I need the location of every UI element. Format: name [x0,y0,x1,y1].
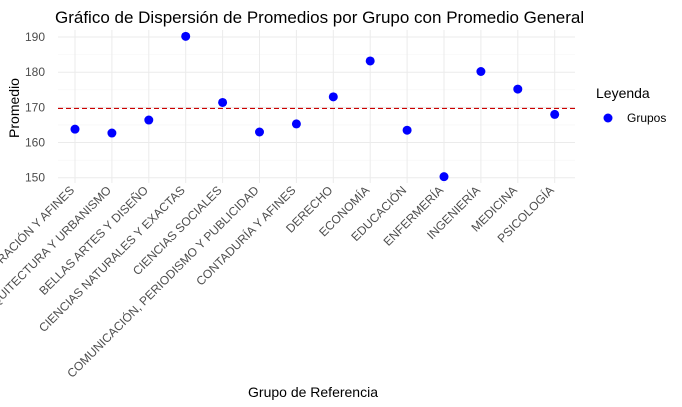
data-point [291,119,301,129]
y-tick-label: 160 [25,136,45,150]
data-point [365,56,375,66]
data-point [328,92,338,102]
y-tick-label: 180 [25,65,45,79]
data-point [107,128,117,138]
data-point [255,127,264,137]
y-tick-label: 190 [25,30,45,44]
y-tick-label: 170 [25,100,45,114]
points [70,31,560,182]
legend-title: Leyenda [596,85,650,101]
legend-label: Grupos [627,111,666,125]
data-point [550,109,560,119]
chart-title: Gráfico de Dispersión de Promedios por G… [55,8,584,27]
x-axis-title: Grupo de Referencia [248,384,378,400]
data-point [218,97,228,107]
data-point [181,31,191,41]
data-point [402,125,412,135]
legend: Leyenda Grupos [596,85,666,125]
y-tick-label: 150 [25,171,45,185]
data-point [439,172,449,182]
data-point [144,115,154,125]
y-axis-title: Promedio [6,78,22,138]
legend-marker [603,113,613,123]
grid [58,30,575,183]
y-axis-ticks: 150 160 170 180 190 [25,30,45,185]
data-point [476,67,486,77]
data-point [513,84,523,94]
data-point [70,124,80,134]
